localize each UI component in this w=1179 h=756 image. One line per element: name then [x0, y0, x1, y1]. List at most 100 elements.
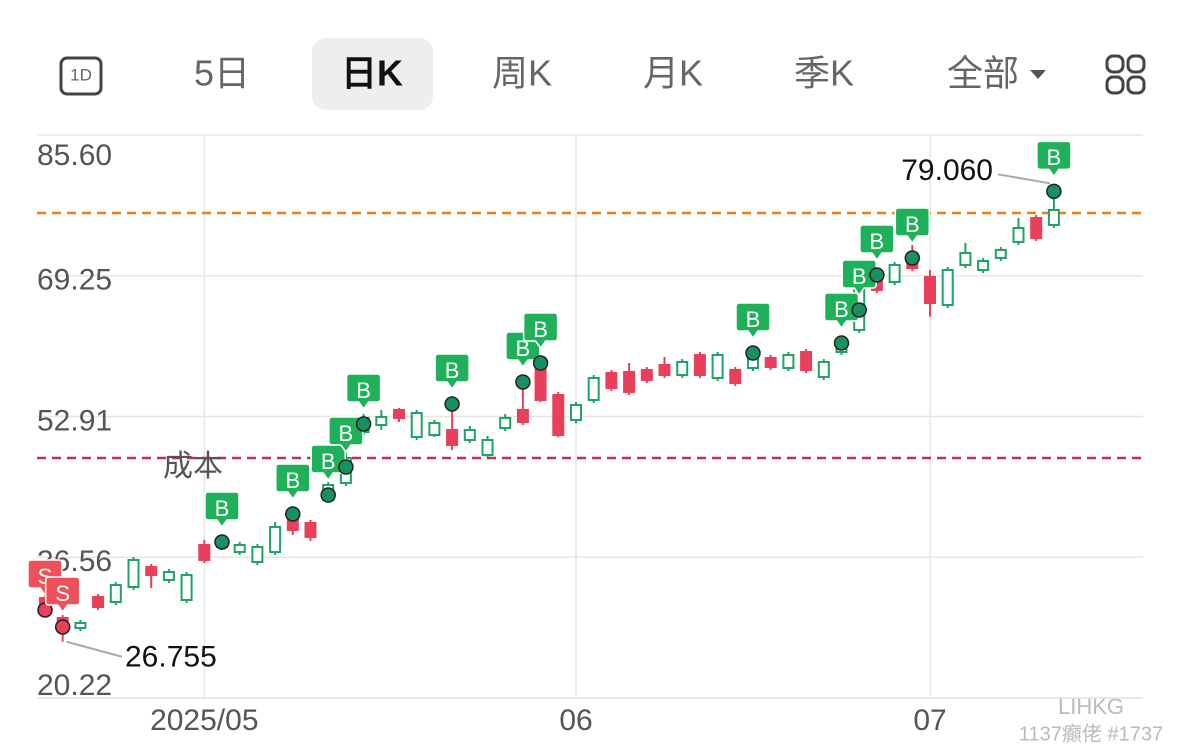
signal-label: B	[905, 212, 920, 237]
candle-body	[393, 408, 405, 419]
tab[interactable]: 全部	[947, 53, 1019, 94]
candle-body	[74, 621, 87, 629]
candle-body	[570, 403, 582, 422]
candle-body	[977, 259, 990, 272]
y-tick-label: 85.60	[37, 139, 112, 172]
signal-tag	[894, 207, 931, 245]
candle-body	[800, 351, 813, 371]
signal-dot	[285, 506, 301, 522]
candle-body	[888, 264, 901, 283]
signal-tag	[345, 373, 382, 411]
y-tick-label: 69.25	[37, 264, 112, 297]
signal-tag	[44, 576, 81, 614]
candle-body	[587, 377, 600, 401]
signal-label: B	[321, 449, 336, 474]
candle-body	[304, 522, 317, 538]
x-tick-label: 07	[913, 704, 946, 737]
candle-body	[375, 416, 388, 427]
tab[interactable]: 季K	[794, 53, 854, 94]
signal-label: B	[356, 378, 371, 403]
tab-1d-icon[interactable]	[59, 56, 103, 96]
signal-label: B	[1047, 145, 1062, 170]
candle-body	[552, 393, 565, 437]
signal-dot	[833, 335, 850, 351]
candle-body	[782, 354, 795, 370]
candle-body	[693, 354, 706, 376]
candle-body	[1012, 227, 1025, 243]
candle-body	[817, 360, 830, 378]
max-label: 79.060	[901, 154, 993, 187]
candle-body	[605, 372, 618, 389]
signal-tag	[204, 491, 240, 529]
candle-body	[658, 364, 671, 376]
candle-body	[109, 584, 122, 603]
candle-body	[463, 429, 476, 442]
candle-body	[92, 595, 105, 608]
candle-body	[481, 439, 494, 456]
signal-label: B	[339, 421, 354, 446]
signal-tag	[434, 353, 470, 391]
signal-label: S	[55, 581, 70, 606]
signal-label: B	[533, 317, 548, 342]
tab-selected-bg	[312, 38, 433, 110]
candle-body	[127, 558, 140, 589]
candle-body	[233, 543, 246, 554]
tab[interactable]: 5日	[194, 53, 250, 94]
candle-body	[180, 574, 193, 602]
signal-tag	[522, 312, 559, 350]
signal-tag	[859, 224, 895, 262]
candle-body	[729, 368, 742, 385]
signal-label: B	[852, 264, 867, 289]
candle-body	[1047, 209, 1060, 226]
signal-tag	[735, 302, 771, 340]
candle-body	[145, 566, 158, 577]
tab[interactable]: 日K	[341, 53, 403, 94]
watermark-user: 1137癲佬 #1737	[1019, 722, 1163, 745]
candle-body	[251, 545, 264, 564]
signal-tag	[1036, 140, 1072, 178]
candle-body	[162, 571, 175, 582]
candle-body	[269, 525, 282, 554]
candle-body	[924, 275, 936, 305]
signal-label: B	[285, 468, 300, 493]
max-connector	[997, 173, 1051, 185]
min-connector	[66, 640, 123, 658]
tab[interactable]: 1D	[70, 65, 92, 84]
signal-dot	[444, 396, 460, 412]
y-tick-label: 52.91	[37, 404, 112, 437]
signal-dot	[851, 302, 867, 318]
candle-body	[764, 357, 777, 368]
layout-icon[interactable]	[1105, 54, 1146, 95]
candle-body	[711, 354, 724, 380]
y-tick-label: 20.22	[37, 669, 112, 702]
signal-dot	[869, 267, 885, 283]
signal-dot	[320, 487, 336, 503]
x-tick-label: 2025/05	[150, 704, 258, 737]
signal-dot	[214, 534, 230, 550]
candle-body	[941, 269, 954, 306]
signal-label: B	[834, 297, 849, 322]
reference-label: 成本	[163, 450, 223, 483]
signal-dot	[338, 459, 354, 475]
signal-label: B	[746, 307, 761, 332]
signal-tag	[823, 292, 860, 330]
dropdown-arrow[interactable]	[1030, 70, 1046, 79]
signal-label: B	[870, 229, 885, 254]
signal-label: B	[516, 336, 531, 361]
candle-body	[640, 368, 653, 381]
candle-body	[198, 543, 211, 561]
candle-body	[1030, 217, 1043, 239]
candle-body	[516, 408, 529, 424]
candle-body	[410, 411, 423, 438]
signal-dot	[1046, 183, 1062, 200]
signal-label: B	[445, 358, 460, 383]
signal-label: B	[215, 496, 230, 521]
candle-body	[676, 360, 689, 376]
tab[interactable]: 月K	[643, 53, 703, 94]
signal-dot	[54, 619, 71, 635]
min-label: 26.755	[125, 641, 217, 674]
signal-dot	[532, 355, 549, 371]
tab[interactable]: 周K	[492, 53, 552, 94]
